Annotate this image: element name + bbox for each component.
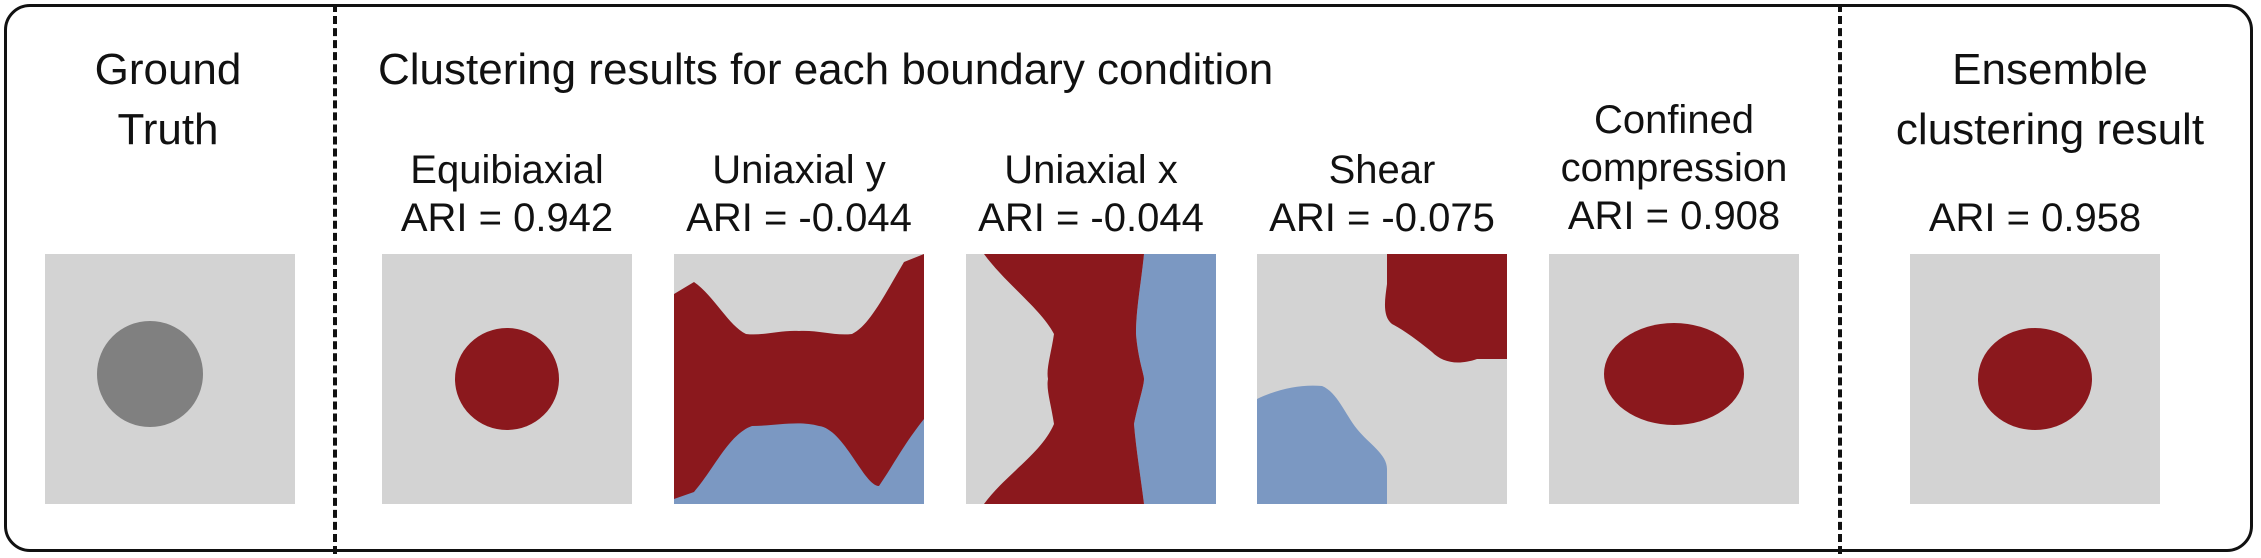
ensemble-title: Ensemble clustering result [1860,40,2240,160]
panel-equibiaxial [382,254,632,504]
panel-label-confined-compression: Confined compression ARI = 0.908 [1549,96,1799,240]
panel-ari: ARI = 0.942 [400,196,614,240]
ground-truth-title-line2: Truth [117,105,219,154]
panel-uniaxial-y [674,254,924,504]
panel-ensemble [1910,254,2160,504]
ensemble-title-line1: Ensemble [1952,45,2148,94]
panel-name: compression [1560,146,1788,190]
ground-truth-image [45,254,295,504]
ground-truth-panel [45,254,295,504]
equibiaxial-image [382,254,632,504]
figure-frame [4,4,2253,552]
panel-label-uniaxial-y: Uniaxial y ARI = -0.044 [674,146,924,242]
ensemble-image [1910,254,2160,504]
panel-name: Equibiaxial [410,148,604,192]
panel-ari: ARI = -0.044 [686,196,912,240]
ground-truth-title-line1: Ground [94,45,242,94]
ensemble-title-line2: clustering result [1895,105,2205,154]
panel-label-equibiaxial: Equibiaxial ARI = 0.942 [382,146,632,242]
shear-image [1257,254,1507,504]
panel-shear [1257,254,1507,504]
panel-name-line1: Confined [1593,98,1755,142]
panel-label-uniaxial-x: Uniaxial x ARI = -0.044 [966,146,1216,242]
panel-label-shear: Shear ARI = -0.075 [1257,146,1507,242]
ground-truth-title: Ground Truth [48,40,288,160]
panel-name: Uniaxial x [1004,148,1178,192]
panel-name: Uniaxial y [712,148,886,192]
panel-confined-compression [1549,254,1799,504]
clustering-title: Clustering results for each boundary con… [378,45,1274,94]
panel-ari: ARI = -0.075 [1269,196,1495,240]
uniaxial-y-image [674,254,924,504]
panel-name: Shear [1328,148,1436,192]
uniaxial-x-image [966,254,1216,504]
confined-compression-image [1549,254,1799,504]
panel-ari: ARI = -0.044 [978,196,1204,240]
divider-right [1838,4,1842,554]
divider-left [333,4,337,554]
panel-uniaxial-x [966,254,1216,504]
panel-ari: ARI = 0.908 [1567,194,1781,238]
ensemble-ari: ARI = 0.958 [1928,196,2142,240]
